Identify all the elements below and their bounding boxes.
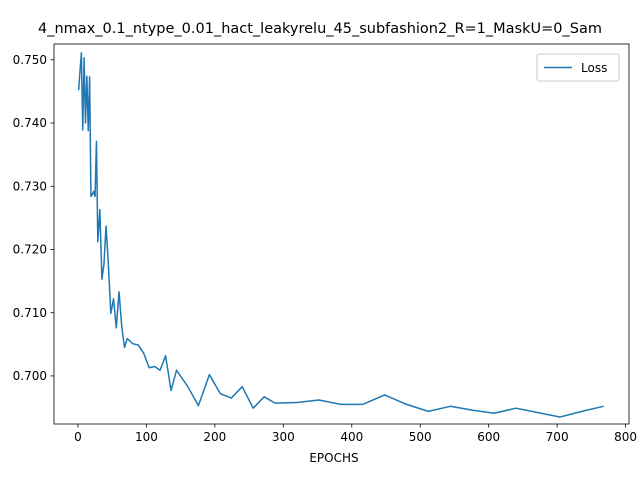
legend-box [536,53,620,82]
chart-title: 4_nmax_0.1_ntype_0.01_hact_leakyrelu_45_… [38,21,602,37]
legend: Loss [536,53,620,82]
x-tick-label: 400 [340,430,363,444]
axes-frame [53,43,630,425]
x-tick-label: 600 [477,430,500,444]
x-tick-label: 0 [74,430,82,444]
y-tick-label: 0.720 [13,243,47,257]
x-axis-title: EPOCHS [309,451,358,465]
x-tick-label: 100 [135,430,158,444]
y-tick-label: 0.700 [13,369,47,383]
x-tick-label: 200 [203,430,226,444]
x-tick-label: 300 [272,430,295,444]
x-tick-label: 500 [409,430,432,444]
series-line-loss [77,52,604,418]
y-tick-label: 0.710 [13,306,47,320]
y-tick-label: 0.730 [13,179,47,193]
x-tick-label: 700 [546,430,569,444]
legend-label: Loss [581,61,607,75]
plot-area: 0 100 200 300 400 500 600 700 800 0.700 0.710 0.720… [13,43,637,444]
y-tick-label: 0.740 [13,116,47,130]
x-tick-label: 800 [614,430,637,444]
y-tick-label: 0.750 [13,53,47,67]
